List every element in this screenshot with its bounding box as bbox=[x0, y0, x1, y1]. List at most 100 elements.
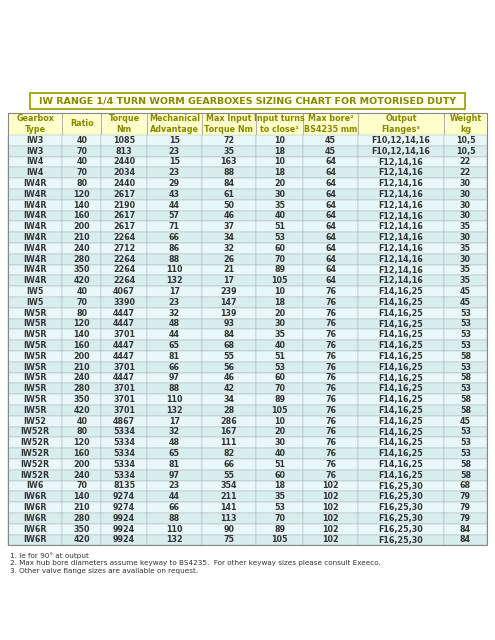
Text: 64: 64 bbox=[325, 255, 336, 264]
Text: 46: 46 bbox=[223, 211, 234, 221]
Text: 23: 23 bbox=[169, 168, 180, 177]
Text: 4447: 4447 bbox=[113, 352, 135, 361]
Text: IW4: IW4 bbox=[27, 168, 44, 177]
Text: 132: 132 bbox=[166, 536, 183, 545]
Bar bbox=[101, 286, 147, 297]
Bar bbox=[8, 168, 62, 178]
Text: 30: 30 bbox=[460, 255, 471, 264]
Text: 20: 20 bbox=[274, 179, 285, 188]
Bar bbox=[256, 492, 303, 502]
Bar bbox=[147, 221, 201, 232]
Bar bbox=[201, 286, 256, 297]
Bar bbox=[62, 254, 101, 264]
Text: 76: 76 bbox=[325, 470, 336, 480]
Text: 64: 64 bbox=[325, 222, 336, 231]
Text: IW5R: IW5R bbox=[23, 341, 47, 350]
Bar bbox=[256, 286, 303, 297]
Bar bbox=[147, 524, 201, 534]
Text: F14,16,25: F14,16,25 bbox=[379, 330, 423, 339]
Bar bbox=[303, 308, 358, 319]
Bar bbox=[358, 146, 444, 157]
Text: 2264: 2264 bbox=[113, 233, 135, 242]
Text: 18: 18 bbox=[274, 147, 285, 156]
Text: 61: 61 bbox=[223, 190, 234, 199]
Bar bbox=[147, 481, 201, 492]
Text: F14,16,25: F14,16,25 bbox=[379, 341, 423, 350]
Text: 280: 280 bbox=[73, 384, 90, 394]
Text: 354: 354 bbox=[221, 481, 237, 490]
Bar bbox=[303, 211, 358, 221]
Text: F16,25,30: F16,25,30 bbox=[379, 503, 423, 512]
Bar bbox=[101, 157, 147, 168]
Text: 53: 53 bbox=[460, 384, 471, 394]
Text: 68: 68 bbox=[223, 341, 235, 350]
Text: F14,16,25: F14,16,25 bbox=[379, 352, 423, 361]
Bar bbox=[147, 286, 201, 297]
Bar bbox=[444, 362, 487, 372]
Text: 44: 44 bbox=[169, 492, 180, 501]
Text: 4447: 4447 bbox=[113, 374, 135, 383]
Text: IW5R: IW5R bbox=[23, 395, 47, 404]
Text: 200: 200 bbox=[74, 460, 90, 469]
Bar bbox=[201, 513, 256, 524]
Bar bbox=[8, 372, 62, 383]
Bar bbox=[256, 254, 303, 264]
Text: IW RANGE 1/4 TURN WORM GEARBOXES SIZING CHART FOR MOTORISED DUTY: IW RANGE 1/4 TURN WORM GEARBOXES SIZING … bbox=[39, 97, 456, 106]
Bar bbox=[303, 189, 358, 200]
Bar bbox=[62, 437, 101, 448]
Bar bbox=[201, 416, 256, 427]
Bar bbox=[303, 524, 358, 534]
Text: F12,14,16: F12,14,16 bbox=[379, 266, 423, 275]
Bar bbox=[444, 275, 487, 286]
Bar bbox=[303, 330, 358, 340]
Bar bbox=[303, 448, 358, 459]
Text: 81: 81 bbox=[169, 460, 180, 469]
Text: 76: 76 bbox=[325, 395, 336, 404]
Bar bbox=[358, 232, 444, 243]
Text: 89: 89 bbox=[274, 266, 285, 275]
Text: 3701: 3701 bbox=[113, 330, 135, 339]
Bar bbox=[358, 286, 444, 297]
Bar bbox=[303, 146, 358, 157]
Text: IW52R: IW52R bbox=[21, 470, 50, 480]
Bar bbox=[8, 481, 62, 492]
Bar bbox=[256, 448, 303, 459]
Text: 53: 53 bbox=[460, 438, 471, 447]
Bar bbox=[62, 113, 101, 135]
Text: F14,16,25: F14,16,25 bbox=[379, 319, 423, 328]
Bar bbox=[147, 459, 201, 470]
Bar bbox=[201, 405, 256, 416]
Bar bbox=[101, 524, 147, 534]
Text: 20: 20 bbox=[274, 308, 285, 317]
Bar bbox=[444, 492, 487, 502]
Text: 79: 79 bbox=[460, 492, 471, 501]
Bar bbox=[444, 178, 487, 189]
Bar bbox=[303, 351, 358, 362]
Bar bbox=[62, 200, 101, 211]
Text: 2712: 2712 bbox=[113, 244, 135, 253]
Text: F14,16,25: F14,16,25 bbox=[379, 384, 423, 394]
Bar bbox=[101, 394, 147, 405]
Text: 22: 22 bbox=[460, 157, 471, 166]
Text: 350: 350 bbox=[74, 266, 90, 275]
Text: F12,14,16: F12,14,16 bbox=[379, 190, 423, 199]
Bar bbox=[303, 372, 358, 383]
Bar bbox=[101, 459, 147, 470]
Bar bbox=[8, 221, 62, 232]
Text: 140: 140 bbox=[74, 492, 90, 501]
Text: 2617: 2617 bbox=[113, 222, 135, 231]
Bar bbox=[147, 502, 201, 513]
Bar bbox=[256, 146, 303, 157]
Text: 211: 211 bbox=[221, 492, 237, 501]
Bar bbox=[8, 146, 62, 157]
Bar bbox=[101, 481, 147, 492]
Bar bbox=[101, 372, 147, 383]
Bar bbox=[358, 362, 444, 372]
Text: IW4R: IW4R bbox=[23, 244, 47, 253]
Bar bbox=[256, 157, 303, 168]
Bar bbox=[147, 178, 201, 189]
Text: 70: 70 bbox=[274, 514, 285, 523]
Bar bbox=[303, 502, 358, 513]
Text: 76: 76 bbox=[325, 406, 336, 415]
Text: 35: 35 bbox=[274, 330, 285, 339]
